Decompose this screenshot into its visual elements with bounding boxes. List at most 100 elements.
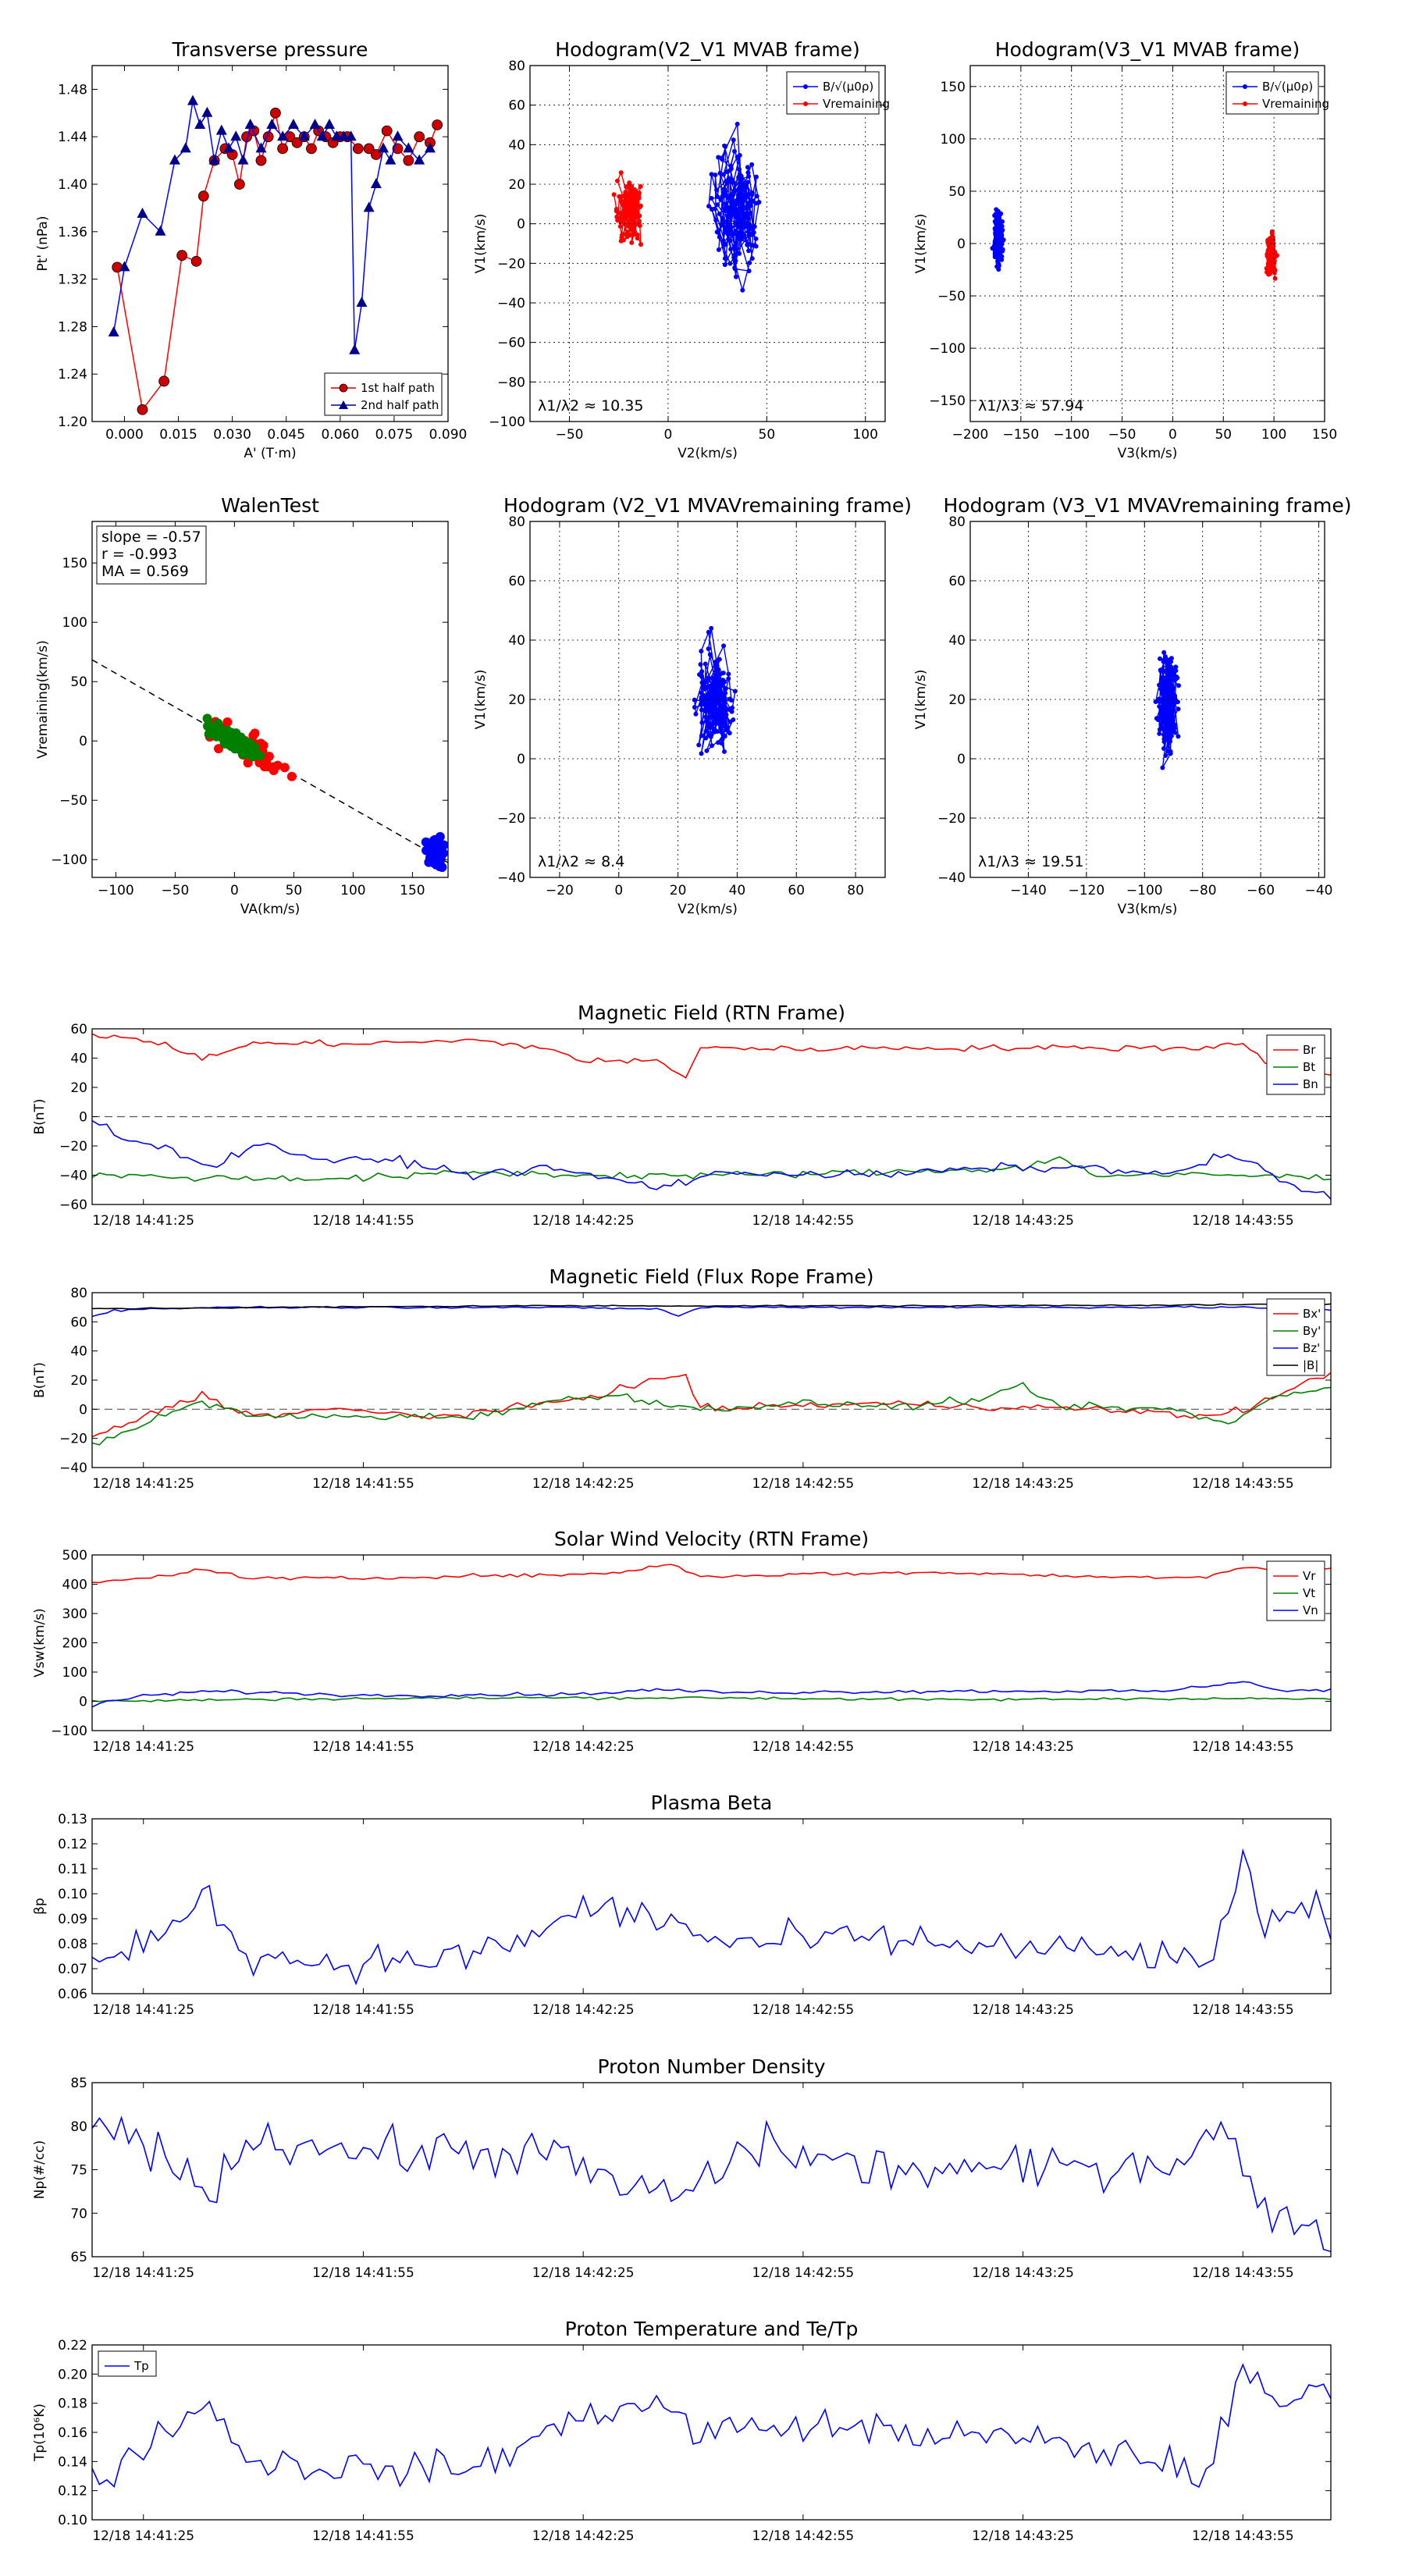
data-point (737, 167, 742, 173)
legend-box (1266, 1298, 1325, 1376)
x-tick-label: 12/18 14:43:55 (1192, 1739, 1294, 1755)
data-point (1160, 765, 1165, 770)
data-point (1158, 667, 1163, 673)
data-point (699, 751, 704, 756)
data-point (614, 178, 620, 183)
data-point (1172, 726, 1177, 731)
data-point (711, 727, 717, 732)
data-point (749, 256, 755, 262)
data-point (180, 142, 191, 153)
data-point (706, 700, 711, 706)
data-point (733, 258, 738, 264)
data-point (631, 188, 637, 194)
legend-label: Vr (1303, 1569, 1316, 1583)
data-point (1154, 716, 1159, 721)
data-point (740, 287, 745, 293)
plot-area (611, 121, 762, 293)
legend-box (98, 2350, 157, 2377)
data-point (255, 750, 265, 760)
data-point (1176, 734, 1181, 739)
fit-line (92, 659, 448, 863)
x-tick-label: 12/18 14:41:25 (92, 2528, 194, 2544)
data-point (703, 735, 709, 741)
data-point (1157, 731, 1162, 736)
data-point (623, 190, 628, 195)
data-point (155, 225, 166, 236)
chart-vrtn: Solar Wind Velocity (RTN Frame) −100 0 100 2… (32, 1528, 1332, 1755)
data-point (994, 242, 999, 247)
chart-hv12: Hodogram (V2_V1 MVAVremaining frame) −40 −… (473, 494, 912, 917)
data-point (316, 130, 328, 141)
x-tick-label: 12/18 14:41:55 (312, 2265, 414, 2281)
data-point (137, 404, 148, 415)
data-point (717, 690, 723, 696)
data-point (997, 246, 1002, 251)
x-axis-label: V2(km/s) (678, 446, 738, 461)
data-point (692, 697, 697, 703)
data-point (1173, 668, 1179, 674)
data-point (1272, 276, 1278, 281)
data-point (272, 760, 283, 770)
data-point (706, 629, 711, 635)
data-point (724, 712, 729, 717)
data-point (1176, 683, 1181, 688)
legend: B/√(μ0ρ) Vremaining (786, 71, 890, 115)
data-point (263, 762, 273, 772)
data-point (730, 705, 735, 710)
data-point (742, 186, 748, 191)
data-point (722, 262, 727, 268)
x-tick-label: 12/18 14:43:25 (972, 2528, 1074, 2544)
data-point (1157, 704, 1162, 710)
data-point (724, 219, 729, 224)
data-point (703, 696, 709, 702)
data-point (732, 688, 738, 694)
data-point (725, 194, 731, 200)
data-point (723, 144, 728, 149)
x-tick-label: −60 (1247, 883, 1275, 898)
data-point (997, 239, 1002, 244)
data-point (749, 190, 754, 196)
y-tick-label: 400 (62, 1578, 87, 1593)
data-point (714, 229, 720, 235)
x-axis-label: V3(km/s) (1118, 902, 1178, 917)
data-point (324, 119, 335, 129)
chart-brtn: Magnetic Field (RTN Frame) −60 −40 −20 0 20 40… (32, 1002, 1332, 1229)
plot-area (92, 1303, 1331, 1446)
data-point (740, 218, 745, 223)
y-tick-label: −40 (59, 1461, 87, 1476)
lambda-annotation: λ1/λ3 ≈ 57.94 (978, 397, 1083, 415)
chart-beta: Plasma Beta 0.06 0.07 0.08 0.09 0.10 0.11 0.12 0… (32, 1791, 1332, 2018)
data-point (392, 130, 404, 141)
data-point (233, 179, 245, 190)
data-point (727, 238, 733, 244)
axes-frame (529, 65, 886, 422)
y-tick-label: 0.11 (58, 1862, 87, 1877)
y-tick-label: −20 (497, 811, 525, 827)
data-point (1157, 656, 1162, 661)
data-point (736, 175, 742, 180)
data-point (254, 758, 265, 768)
series-line-1 (92, 1156, 1331, 1183)
data-point (635, 193, 640, 198)
data-point (746, 248, 752, 254)
data-point (720, 222, 726, 228)
data-point (378, 142, 389, 153)
data-point (734, 208, 739, 213)
x-tick-label: 0.000 (105, 427, 144, 443)
data-point (713, 217, 719, 222)
x-tick-label: 12/18 14:42:55 (752, 1213, 855, 1229)
data-point (414, 154, 425, 165)
y-tick-label: 60 (508, 98, 525, 114)
data-point (717, 211, 722, 216)
x-tick-label: 0 (1168, 427, 1177, 443)
data-point (721, 187, 727, 192)
y-tick-label: 1.44 (58, 130, 87, 145)
plot-area (202, 713, 448, 873)
data-point (628, 232, 633, 237)
data-point (356, 297, 368, 307)
data-point (723, 208, 728, 214)
y-tick-label: 0.07 (58, 1962, 87, 1977)
x-tick-label: 12/18 14:41:55 (312, 2528, 414, 2544)
chart-title: Magnetic Field (Flux Rope Frame) (549, 1265, 873, 1288)
data-point (718, 729, 724, 735)
